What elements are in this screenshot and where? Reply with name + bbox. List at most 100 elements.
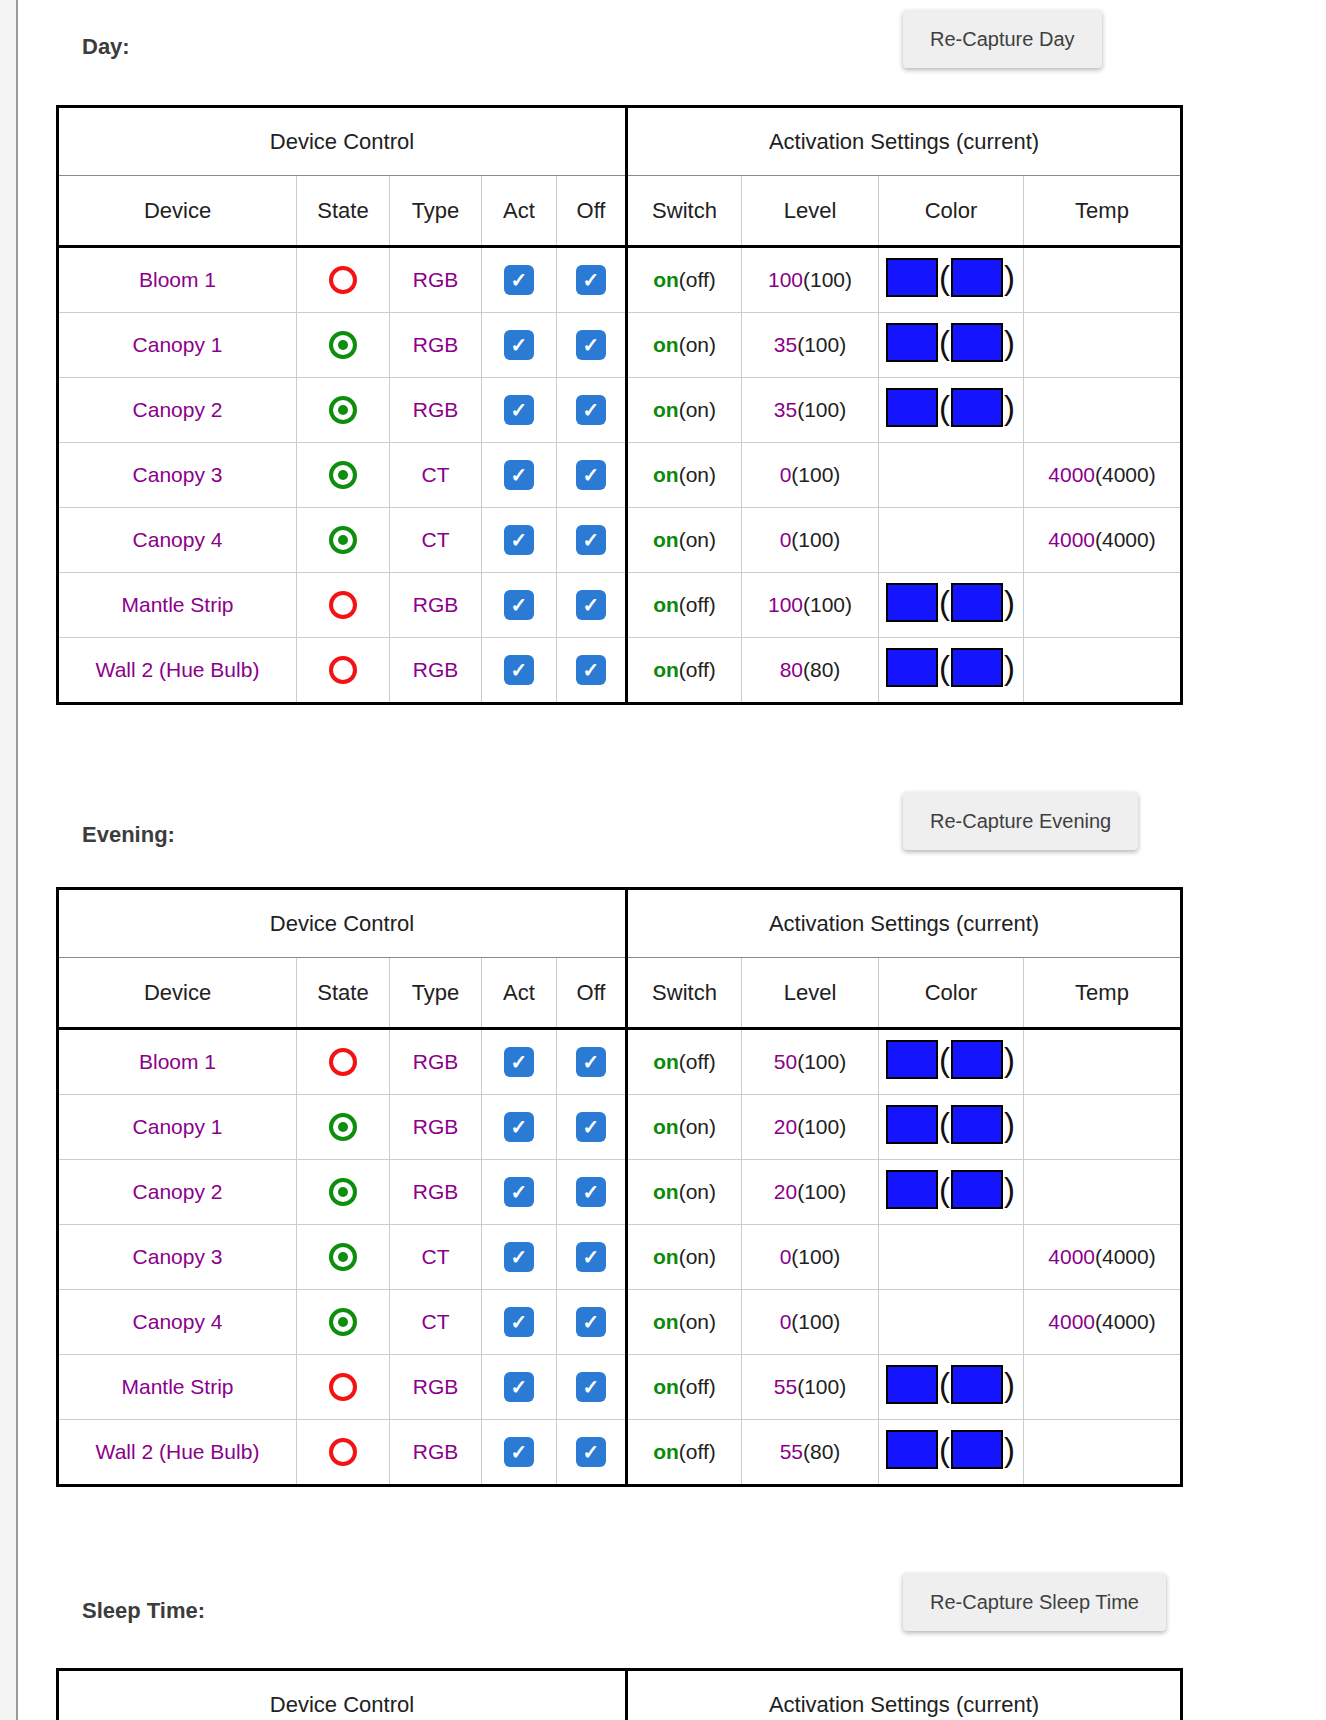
off-checkbox[interactable]: ✓ [576, 395, 606, 425]
table-row: Bloom 1RGB✓✓on(off)50(100)() [58, 1029, 1182, 1095]
device-cell: Canopy 4 [58, 508, 297, 573]
act-cell: ✓ [482, 638, 557, 704]
color-value: () [886, 388, 1016, 427]
switch-set-value: on [653, 1310, 679, 1333]
act-checkbox[interactable]: ✓ [504, 1177, 534, 1207]
switch-set-value: on [653, 398, 679, 421]
switch-cell: on(off) [627, 573, 742, 638]
switch-current-value: (on) [679, 1245, 716, 1268]
recapture-day-button[interactable]: Re-Capture Day [903, 10, 1102, 68]
device-type: CT [422, 1245, 450, 1268]
act-checkbox[interactable]: ✓ [504, 590, 534, 620]
act-checkbox[interactable]: ✓ [504, 1437, 534, 1467]
off-checkbox[interactable]: ✓ [576, 330, 606, 360]
off-column-header: Off [557, 176, 627, 247]
device-type: RGB [413, 1180, 459, 1203]
recapture-evening-button[interactable]: Re-Capture Evening [903, 792, 1138, 850]
open-paren: ( [938, 1108, 951, 1141]
off-checkbox[interactable]: ✓ [576, 1372, 606, 1402]
act-cell: ✓ [482, 1095, 557, 1160]
evening-table: Device Control Activation Settings (curr… [56, 887, 1183, 1487]
switch-set-value: on [653, 1180, 679, 1203]
temp-current-value: (4000) [1095, 463, 1156, 486]
act-checkbox[interactable]: ✓ [504, 1047, 534, 1077]
off-cell: ✓ [557, 1095, 627, 1160]
act-checkbox[interactable]: ✓ [504, 1242, 534, 1272]
device-type: RGB [413, 268, 459, 291]
color-cell: () [879, 1160, 1024, 1225]
act-checkbox[interactable]: ✓ [504, 395, 534, 425]
temp-current-value: (4000) [1095, 1245, 1156, 1268]
state-on-icon [329, 1178, 357, 1206]
close-paren: ) [1003, 1108, 1016, 1141]
level-current-value: (100) [797, 1375, 846, 1398]
state-cell [297, 1290, 390, 1355]
switch-current-value: (off) [679, 1440, 716, 1463]
state-cell [297, 313, 390, 378]
device-cell: Canopy 1 [58, 313, 297, 378]
act-cell: ✓ [482, 1029, 557, 1095]
off-checkbox[interactable]: ✓ [576, 1437, 606, 1467]
temp-cell [1024, 638, 1182, 704]
off-checkbox[interactable]: ✓ [576, 265, 606, 295]
level-set-value: 35 [774, 333, 797, 356]
level-current-value: (100) [803, 268, 852, 291]
switch-cell: on(off) [627, 247, 742, 313]
switch-cell: on(off) [627, 1355, 742, 1420]
level-current-value: (80) [803, 658, 840, 681]
off-checkbox[interactable]: ✓ [576, 1307, 606, 1337]
table-row: Canopy 2RGB✓✓on(on)20(100)() [58, 1160, 1182, 1225]
act-checkbox[interactable]: ✓ [504, 1372, 534, 1402]
page: Day: Re-Capture Day Evening: Re-Capture … [0, 0, 1326, 1720]
act-checkbox[interactable]: ✓ [504, 330, 534, 360]
temp-set-value: 4000 [1048, 463, 1095, 486]
color-current-swatch [951, 1040, 1003, 1079]
switch-cell: on(on) [627, 508, 742, 573]
off-checkbox[interactable]: ✓ [576, 460, 606, 490]
color-cell [879, 508, 1024, 573]
off-cell: ✓ [557, 247, 627, 313]
recapture-sleep-time-button[interactable]: Re-Capture Sleep Time [903, 1573, 1166, 1631]
act-checkbox[interactable]: ✓ [504, 265, 534, 295]
close-paren: ) [1003, 1433, 1016, 1466]
state-on-icon [329, 526, 357, 554]
switch-cell: on(on) [627, 1095, 742, 1160]
off-checkbox[interactable]: ✓ [576, 1177, 606, 1207]
close-paren: ) [1003, 1368, 1016, 1401]
open-paren: ( [938, 261, 951, 294]
section-label-day: Day: [82, 34, 130, 60]
state-off-icon [329, 1048, 357, 1076]
state-cell [297, 443, 390, 508]
device-type: RGB [413, 398, 459, 421]
act-checkbox[interactable]: ✓ [504, 460, 534, 490]
section-label-sleep: Sleep Time: [82, 1598, 205, 1624]
switch-current-value: (off) [679, 1375, 716, 1398]
off-checkbox[interactable]: ✓ [576, 1112, 606, 1142]
level-set-value: 100 [768, 268, 803, 291]
level-set-value: 100 [768, 593, 803, 616]
off-checkbox[interactable]: ✓ [576, 1242, 606, 1272]
color-set-swatch [886, 388, 938, 427]
level-current-value: (100) [797, 1115, 846, 1138]
color-set-swatch [886, 583, 938, 622]
close-paren: ) [1003, 1173, 1016, 1206]
table-row: Canopy 2RGB✓✓on(on)35(100)() [58, 378, 1182, 443]
device-cell: Canopy 2 [58, 378, 297, 443]
state-on-icon [329, 1243, 357, 1271]
table-row: Canopy 1RGB✓✓on(on)20(100)() [58, 1095, 1182, 1160]
off-checkbox[interactable]: ✓ [576, 525, 606, 555]
state-cell [297, 508, 390, 573]
act-checkbox[interactable]: ✓ [504, 1112, 534, 1142]
off-checkbox[interactable]: ✓ [576, 1047, 606, 1077]
off-checkbox[interactable]: ✓ [576, 655, 606, 685]
device-cell: Mantle Strip [58, 1355, 297, 1420]
type-cell: RGB [390, 1420, 482, 1486]
switch-column-header: Switch [627, 958, 742, 1029]
act-checkbox[interactable]: ✓ [504, 525, 534, 555]
color-current-swatch [951, 1170, 1003, 1209]
off-checkbox[interactable]: ✓ [576, 590, 606, 620]
act-checkbox[interactable]: ✓ [504, 1307, 534, 1337]
act-checkbox[interactable]: ✓ [504, 655, 534, 685]
temp-cell: 4000(4000) [1024, 443, 1182, 508]
state-cell [297, 1095, 390, 1160]
